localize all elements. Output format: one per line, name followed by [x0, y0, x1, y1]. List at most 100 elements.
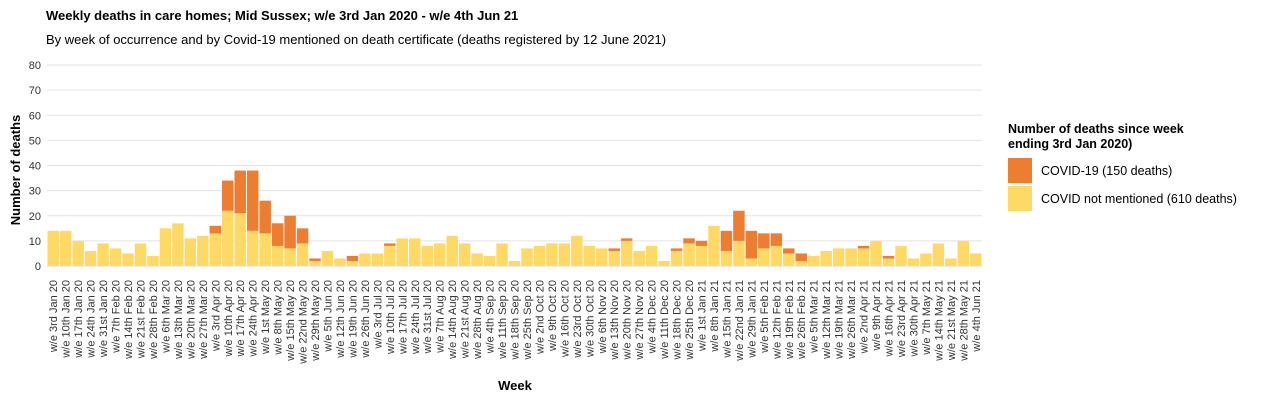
x-tick-label: w/e 14th May 21 — [933, 280, 945, 362]
bar-covid-not-mentioned — [97, 243, 109, 266]
y-tick-label: 70 — [29, 85, 41, 97]
bar-covid-not-mentioned — [359, 253, 371, 266]
bar-covid-not-mentioned — [658, 260, 670, 266]
x-tick-label: w/e 2nd Apr 21 — [859, 280, 871, 354]
bar-covid-not-mentioned — [596, 248, 608, 266]
bar-covid-not-mentioned — [234, 213, 246, 266]
x-tick-label: w/e 6th Nov 20 — [597, 280, 609, 354]
x-tick-label: w/e 11th Sep 20 — [497, 280, 509, 360]
x-tick-label: w/e 8th Jan 21 — [709, 280, 721, 353]
bar-covid-19 — [384, 243, 396, 246]
x-tick-label: w/e 15th May 20 — [285, 280, 297, 362]
bar-covid-19 — [733, 210, 745, 241]
y-tick-label: 60 — [29, 110, 41, 122]
legend-title: Number of deaths since week ending 3rd J… — [1008, 122, 1184, 151]
bar-covid-not-mentioned — [47, 230, 59, 266]
bar-covid-not-mentioned — [670, 250, 683, 266]
bar-covid-19 — [857, 245, 870, 249]
bar-covid-not-mentioned — [458, 243, 471, 266]
bar-covid-not-mentioned — [895, 245, 907, 266]
x-tick-label: w/e 31st Jul 20 — [422, 280, 434, 354]
bar-covid-not-mentioned — [870, 240, 882, 266]
x-tick-label: w/e 3rd Jul 20 — [372, 280, 384, 349]
bar-covid-not-mentioned — [970, 253, 982, 266]
x-tick-label: w/e 22nd Jan 21 — [734, 280, 746, 362]
bar-covid-not-mentioned — [296, 243, 309, 266]
bar-covid-not-mentioned — [633, 250, 645, 266]
bar-covid-19 — [795, 253, 807, 261]
x-tick-label: w/e 28th May 21 — [958, 280, 970, 362]
bar-covid-not-mentioned — [758, 248, 770, 266]
x-tick-label: w/e 11th Dec 20 — [659, 280, 671, 360]
x-tick-label: w/e 29th May 20 — [310, 280, 322, 362]
chart-title: Weekly deaths in care homes; Mid Sussex;… — [46, 8, 519, 23]
bar-covid-not-mentioned — [59, 230, 72, 266]
bar-covid-not-mentioned — [645, 245, 658, 266]
legend-label-covid: COVID-19 (150 deaths) — [1041, 163, 1173, 178]
bar-covid-19 — [620, 238, 633, 241]
x-tick-label: w/e 7th May 21 — [921, 280, 933, 356]
bar-covid-19 — [783, 248, 795, 254]
x-tick-label: w/e 5th Mar 21 — [809, 280, 821, 354]
bar-covid-not-mentioned — [907, 258, 920, 266]
x-tick-label: w/e 21st May 21 — [946, 280, 958, 361]
y-tick-label: 40 — [29, 161, 41, 173]
x-tick-label: w/e 10th Jan 20 — [61, 280, 73, 359]
bar-covid-not-mentioned — [321, 250, 334, 266]
bar-covid-not-mentioned — [583, 245, 596, 266]
bar-covid-19 — [770, 233, 783, 246]
bar-covid-19 — [720, 230, 733, 251]
bar-covid-not-mentioned — [546, 243, 558, 266]
bar-covid-not-mentioned — [271, 245, 284, 266]
bar-covid-19 — [309, 258, 321, 261]
bar-covid-not-mentioned — [433, 243, 446, 266]
x-tick-label: w/e 19th Jun 20 — [347, 280, 359, 359]
bar-covid-not-mentioned — [508, 260, 521, 266]
x-tick-label: w/e 19th Feb 21 — [784, 280, 796, 360]
bar-covid-19 — [745, 230, 758, 259]
bar-covid-not-mentioned — [396, 238, 409, 266]
bar-covid-19 — [246, 170, 259, 231]
x-tick-label: w/e 10th Jul 20 — [385, 280, 397, 355]
bar-covid-not-mentioned — [471, 253, 483, 266]
bar-covid-not-mentioned — [72, 240, 84, 266]
legend-swatch-not-mentioned — [1008, 186, 1032, 211]
x-tick-label: w/e 28th Feb 20 — [148, 280, 160, 360]
x-tick-label: w/e 7th Aug 20 — [435, 280, 447, 354]
x-tick-label: w/e 15th Jan 21 — [721, 280, 733, 359]
bar-covid-not-mentioned — [334, 258, 346, 266]
bar-covid-19 — [683, 238, 695, 244]
bar-covid-not-mentioned — [820, 250, 832, 266]
y-tick-label: 30 — [29, 186, 41, 198]
x-tick-label: w/e 10th Apr 20 — [223, 280, 235, 357]
bar-covid-not-mentioned — [259, 233, 271, 266]
x-tick-label: w/e 13th Mar 20 — [173, 280, 185, 360]
x-tick-label: w/e 3rd Apr 20 — [210, 280, 222, 352]
x-tick-label: w/e 26th Feb 21 — [796, 280, 808, 360]
chart-subtitle: By week of occurrence and by Covid-19 me… — [46, 32, 667, 47]
x-tick-label: w/e 30th Oct 20 — [584, 280, 596, 358]
x-tick-label: w/e 14th Feb 20 — [123, 280, 135, 360]
bar-covid-not-mentioned — [371, 253, 384, 266]
bar-covid-19 — [259, 200, 271, 234]
y-tick-label: 10 — [29, 236, 41, 248]
y-tick-label: 0 — [35, 261, 41, 273]
bar-covid-not-mentioned — [184, 238, 197, 266]
x-tick-label: w/e 17th Apr 20 — [235, 280, 247, 357]
bar-covid-not-mentioned — [109, 248, 122, 266]
bar-covid-not-mentioned — [795, 260, 807, 266]
x-tick-label: w/e 18th Dec 20 — [672, 280, 684, 361]
x-tick-label: w/e 24th Jul 20 — [410, 280, 422, 355]
x-tick-label: w/e 5th Feb 21 — [759, 280, 771, 354]
bar-covid-not-mentioned — [496, 243, 508, 266]
legend-item-not-mentioned: COVID not mentioned (610 deaths) — [1008, 185, 1237, 212]
bar-covid-not-mentioned — [521, 248, 533, 266]
bar-covid-not-mentioned — [720, 250, 733, 266]
x-tick-label: w/e 31st Jan 20 — [98, 280, 110, 358]
bar-covid-not-mentioned — [134, 243, 147, 266]
bar-covid-19 — [346, 255, 359, 261]
x-tick-label: w/e 5th Jun 20 — [323, 280, 335, 353]
x-axis-title: Week — [498, 378, 532, 393]
x-tick-label: w/e 27th Nov 20 — [634, 280, 646, 361]
